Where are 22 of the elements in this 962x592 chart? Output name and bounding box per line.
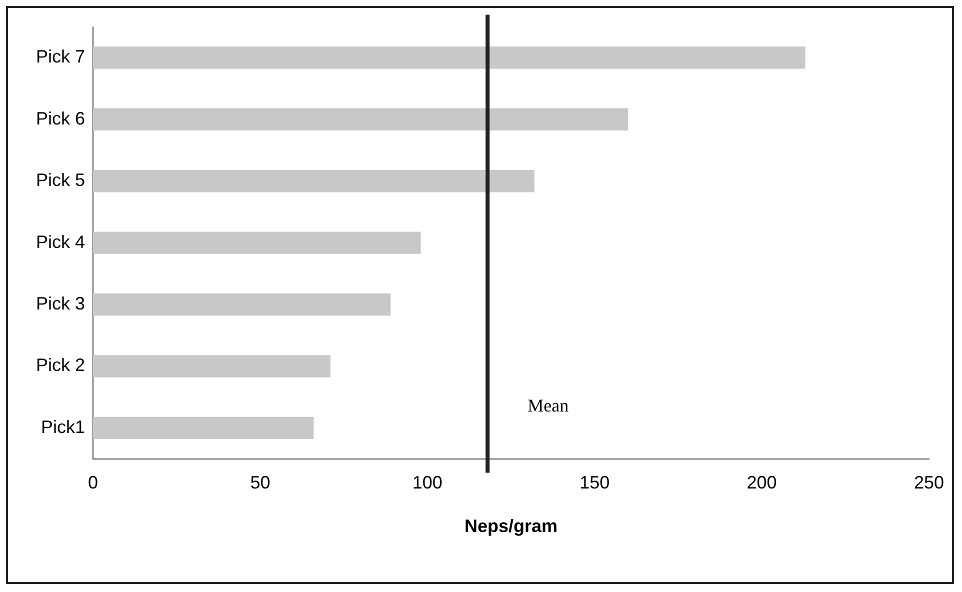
y-tick-label: Pick1 <box>41 416 86 437</box>
bar <box>93 293 391 316</box>
bar <box>93 232 421 254</box>
y-tick-label: Pick 4 <box>36 232 86 252</box>
x-tick-label: 150 <box>580 472 610 493</box>
bar <box>93 46 806 69</box>
ref-line-label: Mean <box>528 396 569 416</box>
y-tick-label: Pick 6 <box>36 108 86 128</box>
x-tick-label: 50 <box>250 472 270 493</box>
x-tick-label: 200 <box>746 472 777 493</box>
x-tick-label: 100 <box>412 472 442 493</box>
x-axis-title: Neps/gram <box>464 516 558 536</box>
x-tick-label: 250 <box>914 472 944 493</box>
y-tick-label: Pick 7 <box>36 46 86 67</box>
bar <box>93 108 628 130</box>
y-tick-label: Pick 2 <box>36 355 86 376</box>
bar <box>93 355 330 378</box>
y-tick-label: Pick 5 <box>36 170 86 190</box>
bar <box>93 416 314 440</box>
x-tick-label: 0 <box>88 472 98 493</box>
y-tick-label: Pick 3 <box>36 293 86 314</box>
bar <box>93 170 534 192</box>
